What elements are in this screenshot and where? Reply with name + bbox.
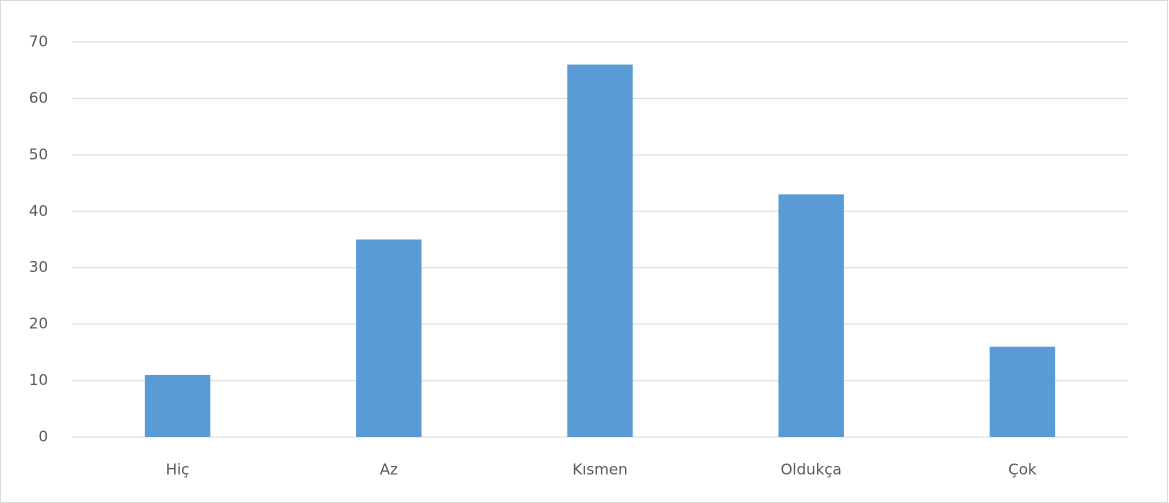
- y-tick-label: 10: [29, 371, 48, 389]
- y-tick-label: 20: [29, 315, 48, 333]
- y-tick-label: 0: [38, 428, 48, 446]
- bar: [989, 346, 1056, 437]
- bar: [567, 64, 633, 438]
- y-tick-label: 40: [29, 202, 48, 220]
- bar: [356, 239, 422, 437]
- y-tick-label: 50: [29, 145, 48, 163]
- x-tick-label: Az: [380, 461, 398, 479]
- y-tick-label: 60: [29, 89, 48, 107]
- bar: [144, 374, 211, 437]
- x-tick-label: Çok: [1008, 461, 1037, 479]
- x-tick-label: Oldukça: [781, 461, 842, 479]
- x-tick-label: Kısmen: [572, 461, 627, 479]
- bar: [778, 194, 844, 437]
- y-tick-label: 70: [29, 33, 48, 51]
- y-tick-label: 30: [29, 258, 48, 276]
- x-tick-label: Hiç: [166, 461, 190, 479]
